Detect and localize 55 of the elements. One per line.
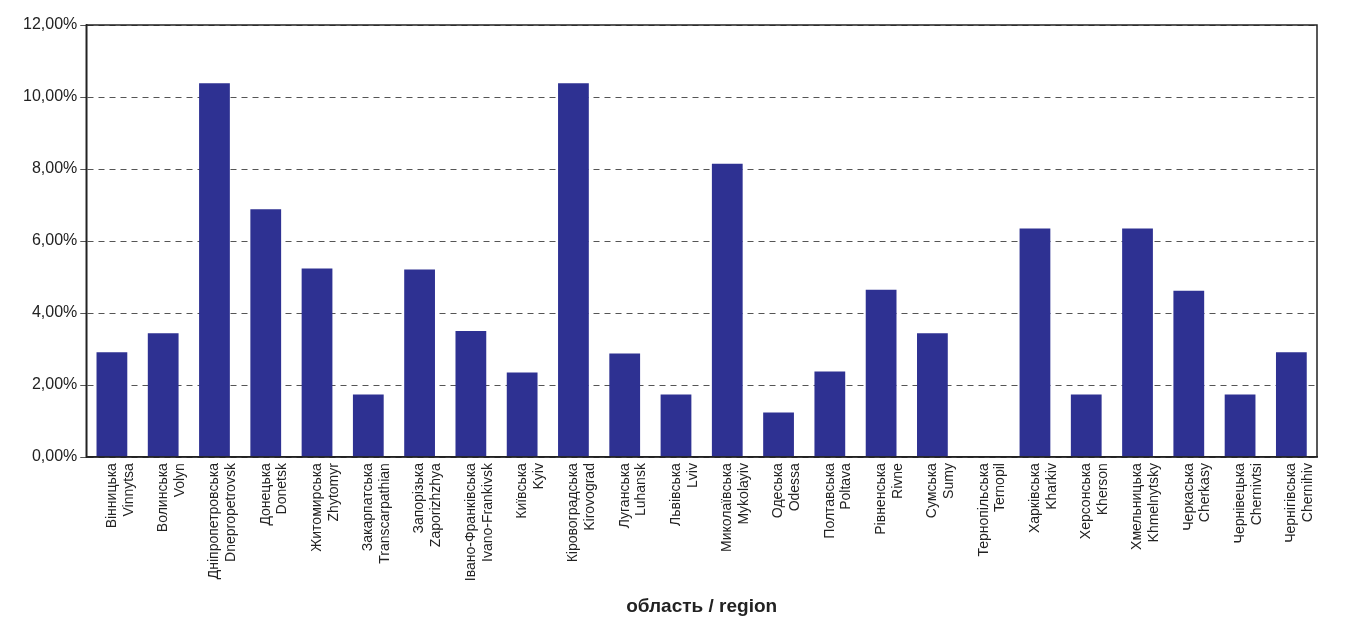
- x-tick-label: Черкаська Cherkasy: [1179, 462, 1213, 531]
- x-tick-label: Одеська Odessa: [769, 462, 803, 519]
- x-tick-label: Івано-Франківська Ivano-Frankivsk: [461, 462, 495, 582]
- bar: [199, 83, 230, 457]
- x-tick-label: Полтавська Poltava: [820, 462, 854, 539]
- x-tick-label: Волинська Volyn: [154, 462, 187, 533]
- x-tick-label: Хмельницька Khmelnytsky: [1128, 462, 1162, 550]
- bar: [352, 394, 384, 457]
- y-tick-label: 2,00%: [31, 375, 78, 393]
- x-tick-label: Закарпатська Transcarpathian: [359, 462, 392, 564]
- bar: [250, 209, 282, 457]
- bar: [1275, 352, 1307, 457]
- bar: [558, 83, 589, 457]
- x-tick-label: Чернігівська Chernihiv: [1282, 462, 1316, 543]
- bar: [455, 331, 487, 457]
- bar: [711, 163, 743, 457]
- x-tick-label: Кіровоградська Kirovograd: [564, 462, 598, 563]
- x-tick-label: Рівненська Rivne: [871, 462, 905, 535]
- y-tick-label: 0,00%: [31, 447, 78, 465]
- x-tick-label: Житомирська Zhytomyr: [307, 462, 341, 552]
- bar: [917, 333, 948, 457]
- bar: [814, 371, 846, 457]
- bar: [1173, 290, 1205, 457]
- x-tick-label: Миколаївська Mykolayiv: [718, 462, 751, 552]
- bar: [506, 372, 538, 457]
- bar: [147, 333, 179, 457]
- y-tick-label: 8,00%: [31, 159, 78, 177]
- bar: [660, 394, 692, 457]
- bar: [609, 353, 641, 457]
- x-tick-label: Харківська Kharkiv: [1025, 462, 1059, 534]
- x-tick-label: Донецька Donetsk: [256, 462, 290, 526]
- y-tick-label: 10,00%: [23, 87, 78, 105]
- bar: [763, 412, 794, 457]
- bar: [301, 268, 333, 457]
- x-tick-label: Тернопільська Ternopil: [974, 462, 1008, 557]
- x-tick-label: Запорізька Zaporizhzhya: [410, 462, 444, 548]
- x-tick-label: Дніпропетровська Dnepropetrovsk: [205, 462, 239, 580]
- x-tick-label: Вінницька Vinnytsa: [102, 462, 136, 529]
- y-tick-label: 6,00%: [31, 231, 78, 249]
- x-tick-label: Чернівецька Chernivtsi: [1230, 462, 1264, 544]
- x-axis-title: область / region: [626, 594, 778, 616]
- bar: [1070, 394, 1102, 457]
- x-tick-label: Луганська Luhansk: [615, 462, 649, 529]
- y-tick-label: 4,00%: [31, 303, 78, 321]
- bar: [1224, 394, 1256, 457]
- bar: [404, 269, 435, 457]
- x-tick-label: Київська Kyiv: [513, 462, 546, 519]
- x-tick-label: Львівська Lviv: [666, 462, 700, 526]
- bar: [1122, 228, 1153, 457]
- x-tick-label: Херсонська Kherson: [1077, 462, 1110, 540]
- bar: [1019, 228, 1051, 457]
- bar: [865, 289, 897, 457]
- y-tick-label: 12,00%: [23, 15, 78, 33]
- x-tick-label: Сумська Sumy: [923, 462, 957, 519]
- bar: [96, 352, 128, 457]
